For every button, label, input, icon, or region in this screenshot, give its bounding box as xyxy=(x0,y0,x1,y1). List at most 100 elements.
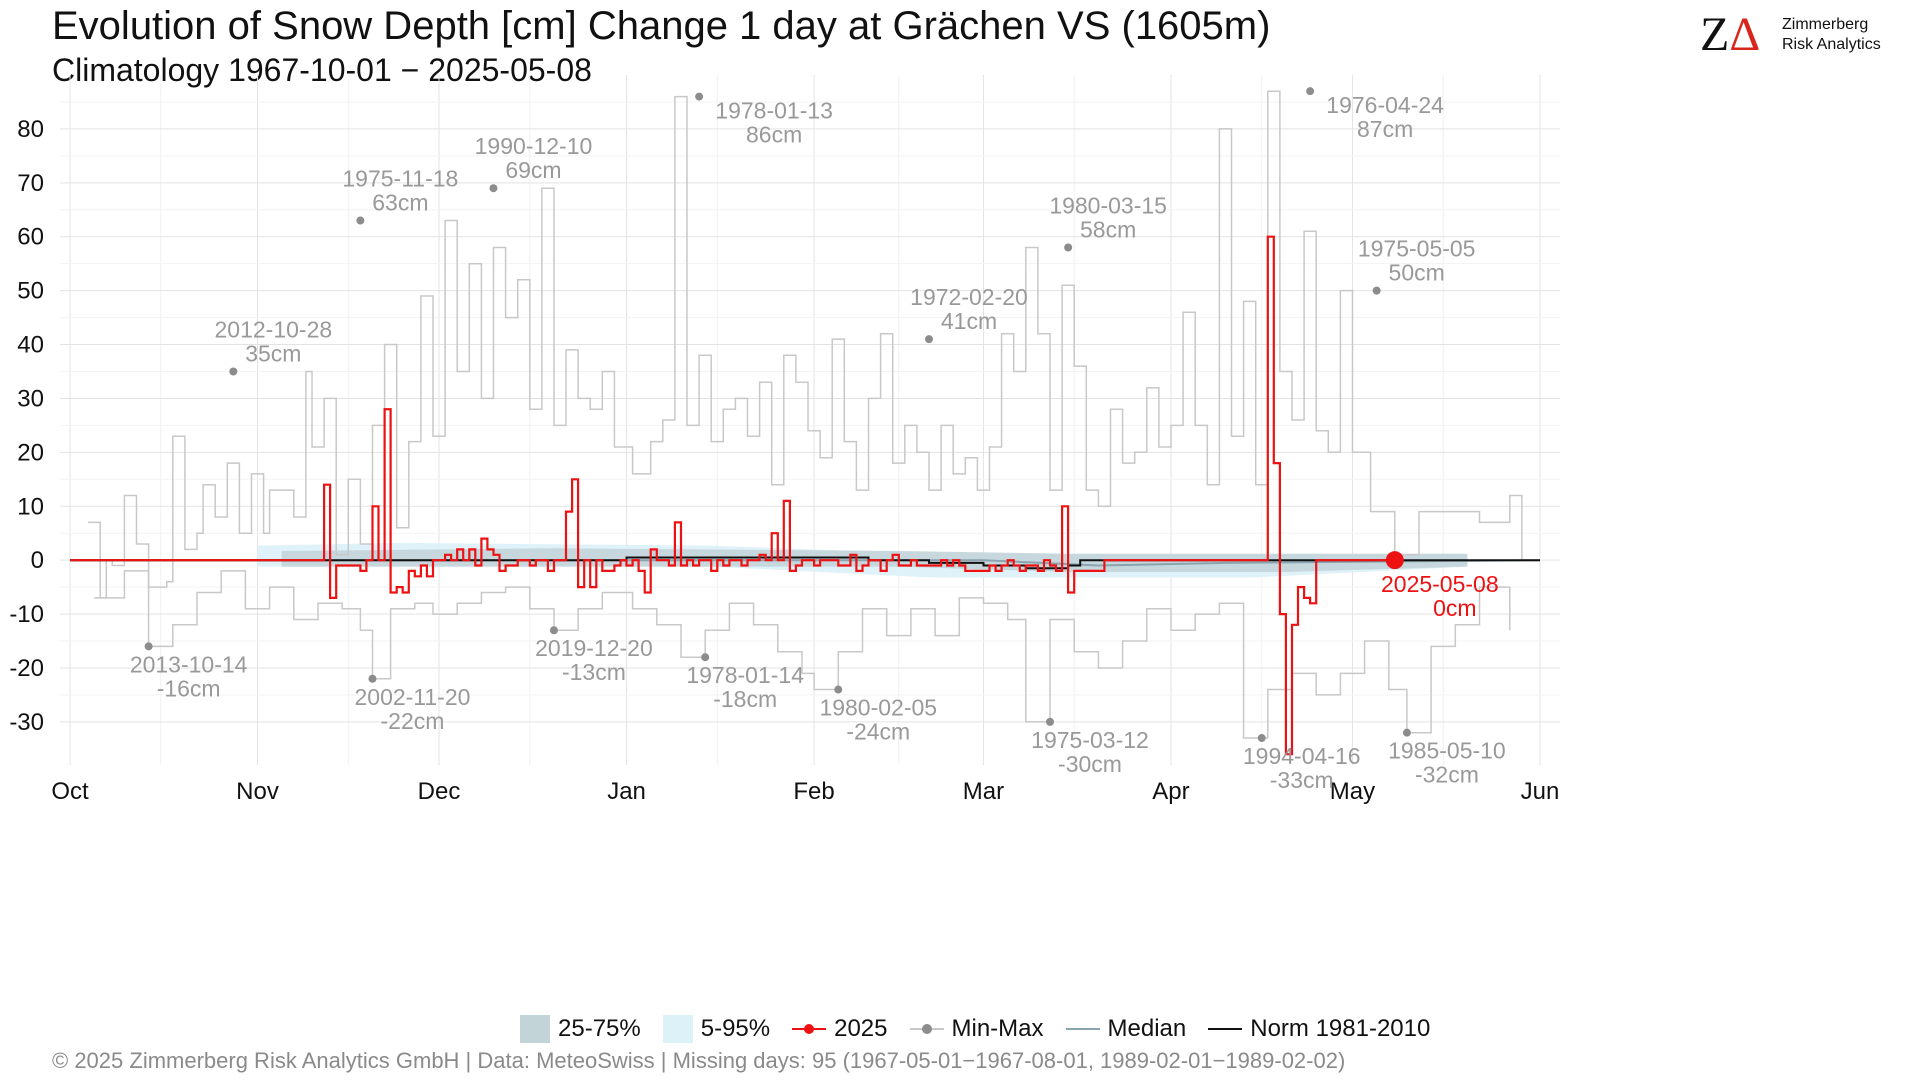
annotation-date: 2013-10-14 xyxy=(130,651,248,677)
annotation-date: 1980-03-15 xyxy=(1049,193,1167,219)
annotation-value: 58cm xyxy=(1080,217,1136,243)
legend-swatch-p5-95 xyxy=(662,1015,693,1043)
annotation-date: 1980-02-05 xyxy=(819,695,937,721)
logo-line-1: Zimmerberg xyxy=(1782,16,1869,33)
annotation-date: 1994-04-16 xyxy=(1243,743,1361,769)
y-tick-label: 40 xyxy=(17,332,44,359)
extreme-point-min xyxy=(701,653,710,662)
y-tick-label: -30 xyxy=(9,709,44,736)
grid-lines xyxy=(60,75,1560,765)
annotation-value: -33cm xyxy=(1270,767,1334,793)
annotation-date: 2019-12-20 xyxy=(535,635,653,661)
current-point xyxy=(1385,551,1404,570)
snow-depth-chart: -30 -20 -10 0 10 20 30 40 50 60 70 80 Oct Nov Dec Jan Fe… xyxy=(9,75,1560,805)
extreme-point-min xyxy=(1257,734,1266,743)
annotation-value: -16cm xyxy=(157,675,221,701)
annotation-value: 87cm xyxy=(1357,116,1413,142)
annotation-value: -18cm xyxy=(713,686,777,712)
x-tick-label: Apr xyxy=(1152,778,1189,805)
annotation-date: 1972-02-20 xyxy=(910,284,1028,310)
extreme-point-min xyxy=(368,674,377,683)
current-point-value: 0cm xyxy=(1433,595,1476,621)
annotation-value: -30cm xyxy=(1058,751,1122,777)
legend-marker-minmax xyxy=(909,1024,944,1034)
x-tick-label: Oct xyxy=(51,778,89,805)
annotation-value: -13cm xyxy=(562,659,626,685)
annotation-value: 50cm xyxy=(1389,260,1445,286)
series-max-envelope xyxy=(88,90,1523,599)
annotation-value: 35cm xyxy=(245,340,301,366)
extreme-point-max xyxy=(356,216,365,225)
y-tick-label: -20 xyxy=(9,655,44,682)
x-tick-label: Feb xyxy=(793,778,834,805)
x-tick-label: May xyxy=(1330,778,1375,805)
extreme-point-max xyxy=(1372,286,1381,295)
annotation-value: -22cm xyxy=(381,708,445,734)
y-tick-label: 80 xyxy=(17,116,44,143)
chart-legend: 25-75% 5-95% 2025 Min-Max Median Norm 19… xyxy=(520,1014,1430,1044)
y-tick-label: -10 xyxy=(9,601,44,628)
legend-marker-2025 xyxy=(792,1024,827,1034)
extreme-point-min xyxy=(1402,728,1411,737)
footer-credits: © 2025 Zimmerberg Risk Analytics GmbH | … xyxy=(52,1048,1346,1073)
legend-item-2025: 2025 xyxy=(792,1015,888,1043)
company-logo: ZΔ Zimmerberg Risk Analytics xyxy=(1700,10,1900,60)
extreme-point-max xyxy=(489,184,498,193)
x-tick-label: Jan xyxy=(607,778,646,805)
logo-mark: ZΔ xyxy=(1700,8,1761,61)
annotation-date: 2002-11-20 xyxy=(354,684,470,710)
annotation-date: 1978-01-14 xyxy=(686,662,804,688)
y-tick-label: 60 xyxy=(17,224,44,251)
annotation-date: 1975-03-12 xyxy=(1031,727,1149,753)
logo-line-2: Risk Analytics xyxy=(1782,36,1881,53)
annotation-value: 86cm xyxy=(746,122,802,148)
extreme-point-max xyxy=(1306,87,1315,96)
annotation-date: 1978-01-13 xyxy=(715,98,833,124)
y-tick-label: 0 xyxy=(31,547,44,574)
legend-swatch-iqr xyxy=(520,1015,550,1043)
annotation-value: 63cm xyxy=(372,190,428,216)
annotation-date: 1985-05-10 xyxy=(1388,738,1506,764)
annotation-value: 69cm xyxy=(505,157,561,183)
y-tick-label: 20 xyxy=(17,439,44,466)
legend-marker-norm xyxy=(1208,1028,1243,1030)
series-norm xyxy=(70,556,1540,570)
y-tick-label: 10 xyxy=(17,493,44,520)
extreme-point-min xyxy=(144,642,153,651)
legend-marker-median xyxy=(1065,1028,1100,1030)
chart-title: Evolution of Snow Depth [cm] Change 1 da… xyxy=(52,4,1271,48)
extreme-point-max xyxy=(695,92,704,101)
annotation-value: 41cm xyxy=(941,308,997,334)
legend-item-minmax: Min-Max xyxy=(909,1015,1044,1043)
logo-text: Zimmerberg Risk Analytics xyxy=(1782,15,1881,55)
annotation-date: 1990-12-10 xyxy=(475,133,593,159)
extreme-point-min xyxy=(1046,717,1054,726)
extreme-point-max xyxy=(1064,243,1073,252)
legend-item-p5-95: 5-95% xyxy=(662,1015,770,1043)
y-tick-label: 50 xyxy=(17,278,44,305)
y-tick-label: 30 xyxy=(17,385,44,412)
x-tick-label: Jun xyxy=(1521,778,1560,805)
series-median xyxy=(70,559,1541,567)
series-min-envelope xyxy=(94,570,1511,739)
series-2025 xyxy=(70,235,1395,756)
extreme-point-min xyxy=(549,626,558,635)
extreme-point-max xyxy=(229,367,238,376)
extreme-point-max xyxy=(925,335,934,344)
x-tick-label: Nov xyxy=(236,778,279,805)
annotation-date: 1976-04-24 xyxy=(1326,92,1444,118)
annotation-date: 1975-05-05 xyxy=(1358,236,1476,262)
annotation-value: -32cm xyxy=(1415,762,1479,788)
legend-item-norm: Norm 1981-2010 xyxy=(1208,1015,1430,1043)
annotation-value: -24cm xyxy=(846,719,910,745)
current-point-date: 2025-05-08 xyxy=(1381,571,1499,597)
chart-subtitle: Climatology 1967-10-01 − 2025-05-08 xyxy=(52,52,592,88)
legend-item-iqr: 25-75% xyxy=(520,1015,641,1043)
annotation-date: 1975-11-18 xyxy=(342,166,458,192)
extreme-point-min xyxy=(834,685,843,694)
x-tick-label: Mar xyxy=(963,778,1004,805)
y-tick-label: 70 xyxy=(17,170,44,197)
annotation-date: 2012-10-28 xyxy=(215,316,333,342)
x-tick-label: Dec xyxy=(418,778,461,805)
legend-item-median: Median xyxy=(1065,1015,1186,1043)
